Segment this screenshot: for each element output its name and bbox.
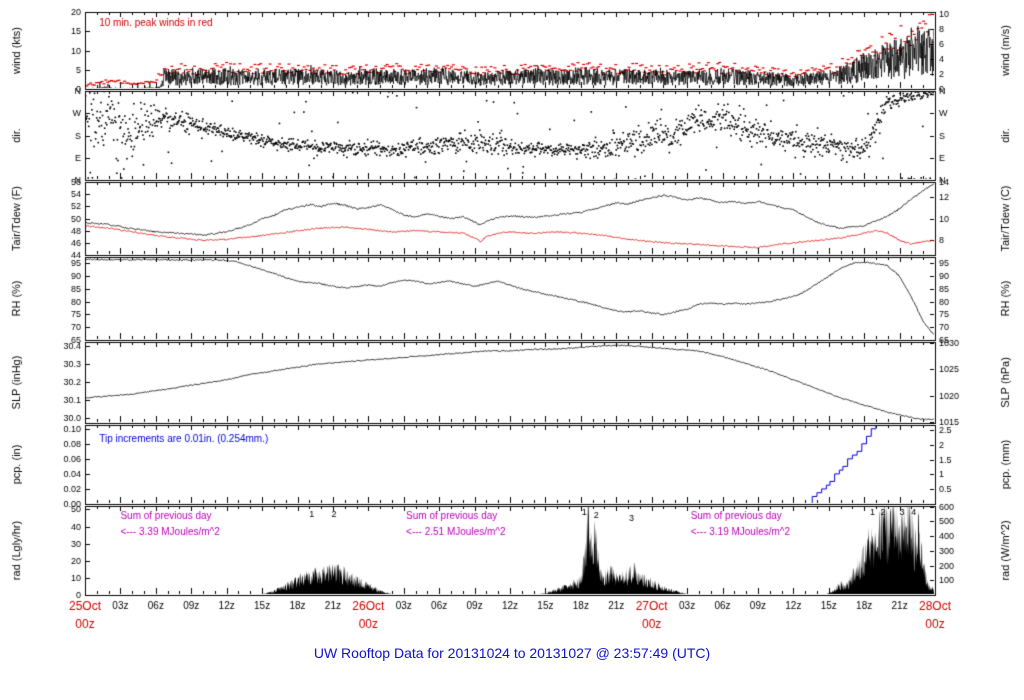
chart-title: UW Rooftop Data for 20131024 to 20131027… (313, 645, 711, 661)
